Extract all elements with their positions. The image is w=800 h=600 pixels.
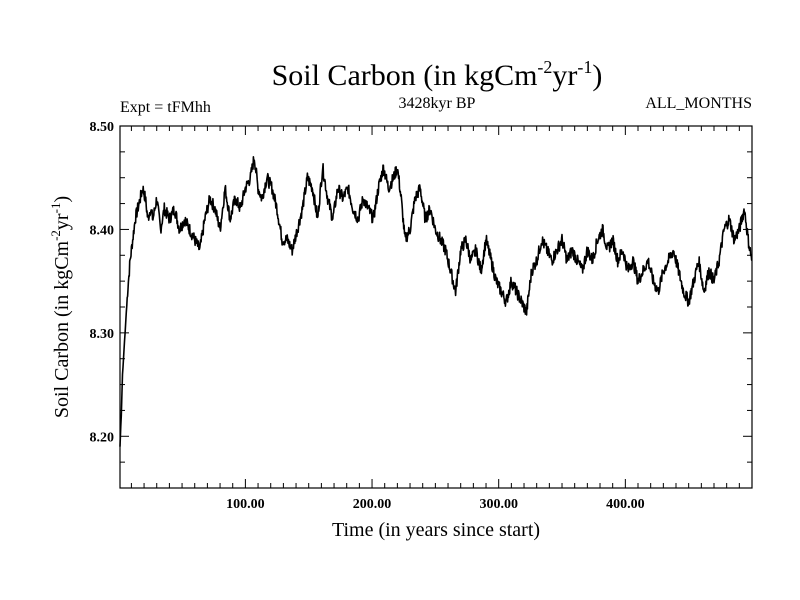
chart-title: Soil Carbon (in kgCm-2yr-1) <box>272 57 603 92</box>
x-axis-tick-labels: 100.00 200.00 300.00 400.00 <box>226 497 644 512</box>
y-tick-label: 8.20 <box>90 430 115 445</box>
y-tick-label: 8.30 <box>90 327 115 342</box>
x-tick-label: 300.00 <box>479 497 518 512</box>
experiment-label: Expt = tFMhh <box>120 99 211 116</box>
x-tick-label: 200.00 <box>353 497 392 512</box>
y-tick-label: 8.40 <box>90 223 115 238</box>
soil-carbon-series-line <box>119 156 753 447</box>
period-label: 3428kyr BP <box>399 95 476 112</box>
plot-frame <box>119 125 753 489</box>
y-axis-title: Soil Carbon (in kgCm-2yr-1) <box>48 196 73 418</box>
x-tick-label: 400.00 <box>606 497 645 512</box>
x-tick-label: 100.00 <box>226 497 265 512</box>
x-axis-title: Time (in years since start) <box>332 519 540 541</box>
x-axis-ticks <box>130 126 740 488</box>
y-axis-ticks <box>120 151 752 463</box>
y-axis-tick-labels: 8.20 8.30 8.40 8.50 <box>90 120 115 445</box>
months-label: ALL_MONTHS <box>645 95 752 112</box>
y-tick-label: 8.50 <box>90 120 115 135</box>
